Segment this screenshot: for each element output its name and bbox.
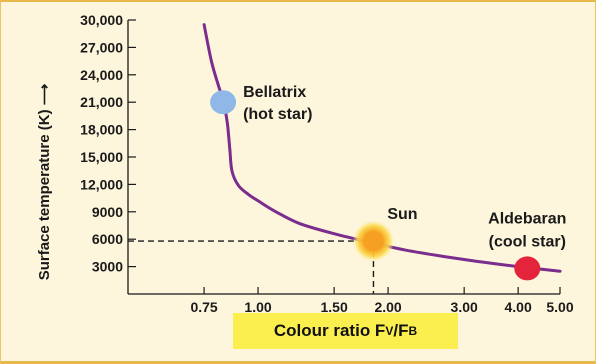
x-axis-label-sub-b: B [408, 324, 418, 338]
bellatrix-point [210, 90, 237, 115]
x-tick-label: 5.00 [546, 299, 573, 315]
y-tick-label: 27,000 [80, 39, 123, 55]
aldebaran-point [514, 256, 541, 281]
y-tick-label: 21,000 [80, 94, 123, 110]
aldebaran-label: Aldebaran [488, 210, 566, 227]
y-tick-label: 24,000 [80, 67, 123, 83]
y-tick-label: 30,000 [80, 12, 123, 28]
y-tick-label: 3000 [92, 259, 123, 275]
x-axis-label: Colour ratio F V/F B [233, 313, 458, 349]
x-axis-label-main: Colour ratio F [273, 321, 386, 340]
x-tick-label: 1.50 [320, 299, 347, 315]
aldebaran-sublabel: (cool star) [489, 233, 566, 250]
reference-lines [128, 240, 375, 294]
y-tick-label: 15,000 [80, 149, 123, 165]
x-tick-label: 2.00 [374, 299, 401, 315]
axes [127, 19, 561, 295]
sun-label: Sun [387, 206, 417, 223]
x-tick-label: 3.00 [451, 299, 478, 315]
y-axis-label: Surface temperature (K) ⟶ [36, 83, 53, 280]
bellatrix-sublabel: (hot star) [243, 106, 312, 123]
y-tick-label: 12,000 [80, 176, 123, 192]
star-annotations: Bellatrix (hot star) Sun Aldebaran (cool sta… [243, 84, 566, 250]
x-tick-label: 1.00 [244, 299, 271, 315]
x-tick-label: 4.00 [505, 299, 532, 315]
bellatrix-label: Bellatrix [243, 84, 306, 101]
x-axis-label-sub-v: V [385, 324, 394, 338]
y-tick-label: 18,000 [80, 122, 123, 138]
x-axis-label-slash: /F [393, 321, 409, 340]
y-tick-label: 9000 [92, 204, 123, 220]
y-tick-label: 6000 [92, 231, 123, 247]
tick-labels: 3000 6000 9000 12,000 15,000 18,000 21,000 24,0… [80, 12, 574, 315]
sun-point [363, 231, 384, 252]
x-tick-label: 0.75 [190, 299, 217, 315]
star-points [210, 90, 541, 281]
